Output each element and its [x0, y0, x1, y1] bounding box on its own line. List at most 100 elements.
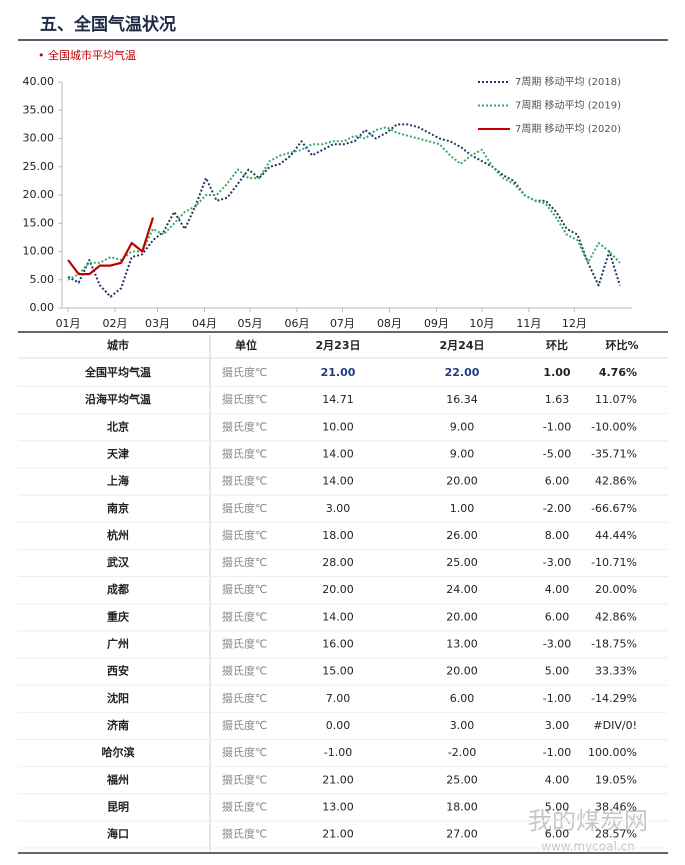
table-cell: 摄氏度℃ [222, 582, 267, 596]
table-cell: 14.00 [322, 475, 354, 488]
x-tick-label: 01月 [56, 317, 81, 330]
table-cell: 9.00 [450, 447, 475, 460]
column-header: 单位 [235, 338, 257, 352]
y-tick-label: 0.00 [30, 301, 55, 314]
table-cell: 摄氏度℃ [222, 637, 267, 651]
table-cell: 重庆 [107, 609, 129, 623]
table-cell: 南京 [107, 501, 129, 515]
table-cell: 4.00 [545, 583, 570, 596]
table-cell: 14.00 [322, 447, 354, 460]
table-cell: 3.00 [545, 719, 570, 732]
table-cell: 6.00 [545, 475, 570, 488]
table-cell: 28.00 [322, 556, 354, 569]
table-cell: 20.00 [446, 610, 478, 623]
table-cell: 0.00 [326, 719, 351, 732]
x-tick-label: 06月 [284, 317, 309, 330]
table-cell: -3.00 [543, 556, 571, 569]
y-tick-label: 35.00 [23, 103, 55, 116]
table-cell: 44.44% [595, 529, 637, 542]
table-cell: 24.00 [446, 583, 478, 596]
table-cell: 42.86% [595, 475, 637, 488]
table-cell: 15.00 [322, 665, 354, 678]
table-cell: 20.00 [446, 665, 478, 678]
table-cell: 27.00 [446, 828, 478, 841]
table-cell: -1.00 [324, 746, 352, 759]
table-cell: 广州 [107, 637, 129, 651]
table-cell: 11.07% [595, 393, 637, 406]
table-cell: 全国平均气温 [84, 365, 151, 379]
y-tick-label: 20.00 [23, 188, 55, 201]
table-cell: 5.00 [545, 665, 570, 678]
legend-label: 7周期 移动平均 (2018) [515, 75, 621, 88]
table-cell: 成都 [107, 582, 129, 596]
table-cell: 1.63 [545, 393, 570, 406]
table-cell: 22.00 [445, 366, 480, 379]
series-line [67, 126, 621, 281]
table-cell: 20.00% [595, 583, 637, 596]
table-cell: 3.00 [326, 502, 351, 515]
table-cell: 天津 [107, 446, 129, 460]
table-cell: 摄氏度℃ [222, 474, 267, 488]
y-tick-label: 25.00 [23, 160, 55, 173]
x-tick-label: 09月 [424, 317, 449, 330]
table-cell: 20.00 [446, 475, 478, 488]
x-tick-label: 07月 [330, 317, 355, 330]
table-cell: 福州 [106, 772, 129, 786]
y-tick-label: 30.00 [23, 132, 55, 145]
table-cell: 济南 [107, 718, 129, 732]
x-tick-label: 08月 [377, 317, 402, 330]
table-cell: 杭州 [107, 528, 129, 542]
table-cell: 25.00 [446, 773, 478, 786]
table-cell: 摄氏度℃ [222, 609, 267, 623]
table-cell: 6.00 [545, 828, 570, 841]
table-cell: 10.00 [322, 420, 354, 433]
series-line [67, 123, 621, 298]
table-cell: 21.00 [321, 366, 356, 379]
table-cell: 20.00 [322, 583, 354, 596]
table-cell: 摄氏度℃ [222, 555, 267, 569]
table-cell: 摄氏度℃ [222, 664, 267, 678]
column-header: 城市 [107, 338, 129, 352]
table-cell: 海口 [107, 827, 129, 841]
column-header: 2月24日 [440, 339, 485, 352]
x-tick-label: 10月 [469, 317, 494, 330]
table-cell: -1.00 [543, 692, 571, 705]
table-cell: 14.71 [322, 393, 354, 406]
x-tick-label: 11月 [516, 317, 541, 330]
table-cell: 28.57% [595, 828, 637, 841]
table-cell: 7.00 [326, 692, 351, 705]
table-cell: 13.00 [446, 638, 478, 651]
table-cell: 19.05% [595, 773, 637, 786]
table-cell: 摄氏度℃ [222, 691, 267, 705]
legend-label: 7周期 移动平均 (2019) [515, 99, 621, 112]
table-cell: 摄氏度℃ [222, 745, 267, 759]
table-cell: -66.67% [591, 502, 637, 515]
table-cell: 25.00 [446, 556, 478, 569]
table-cell: 1.00 [543, 366, 570, 379]
table-cell: 摄氏度℃ [222, 419, 267, 433]
table-cell: 26.00 [446, 529, 478, 542]
watermark-url: www.mycoal.cn [541, 840, 635, 854]
table-cell: 摄氏度℃ [222, 772, 267, 786]
table-cell: 4.76% [599, 366, 637, 379]
series-line [67, 217, 155, 276]
table-cell: 18.00 [322, 529, 354, 542]
table-cell: 沿海平均气温 [85, 392, 151, 406]
column-header: 环比% [605, 338, 638, 352]
column-header: 2月23日 [316, 339, 361, 352]
table-cell: 4.00 [545, 773, 570, 786]
table-cell: 北京 [107, 419, 129, 433]
table-cell: -2.00 [543, 502, 571, 515]
table-cell: -2.00 [448, 746, 476, 759]
table-cell: 摄氏度℃ [222, 446, 267, 460]
x-tick-label: 04月 [192, 317, 217, 330]
y-tick-label: 10.00 [23, 245, 55, 258]
table-cell: 16.34 [446, 393, 478, 406]
table-cell: 6.00 [545, 610, 570, 623]
column-header: 环比 [546, 338, 568, 352]
table-cell: -35.71% [591, 447, 637, 460]
chart-subtitle: • 全国城市平均气温 [38, 48, 136, 62]
table-cell: 摄氏度℃ [222, 827, 267, 841]
table-cell: 16.00 [322, 638, 354, 651]
